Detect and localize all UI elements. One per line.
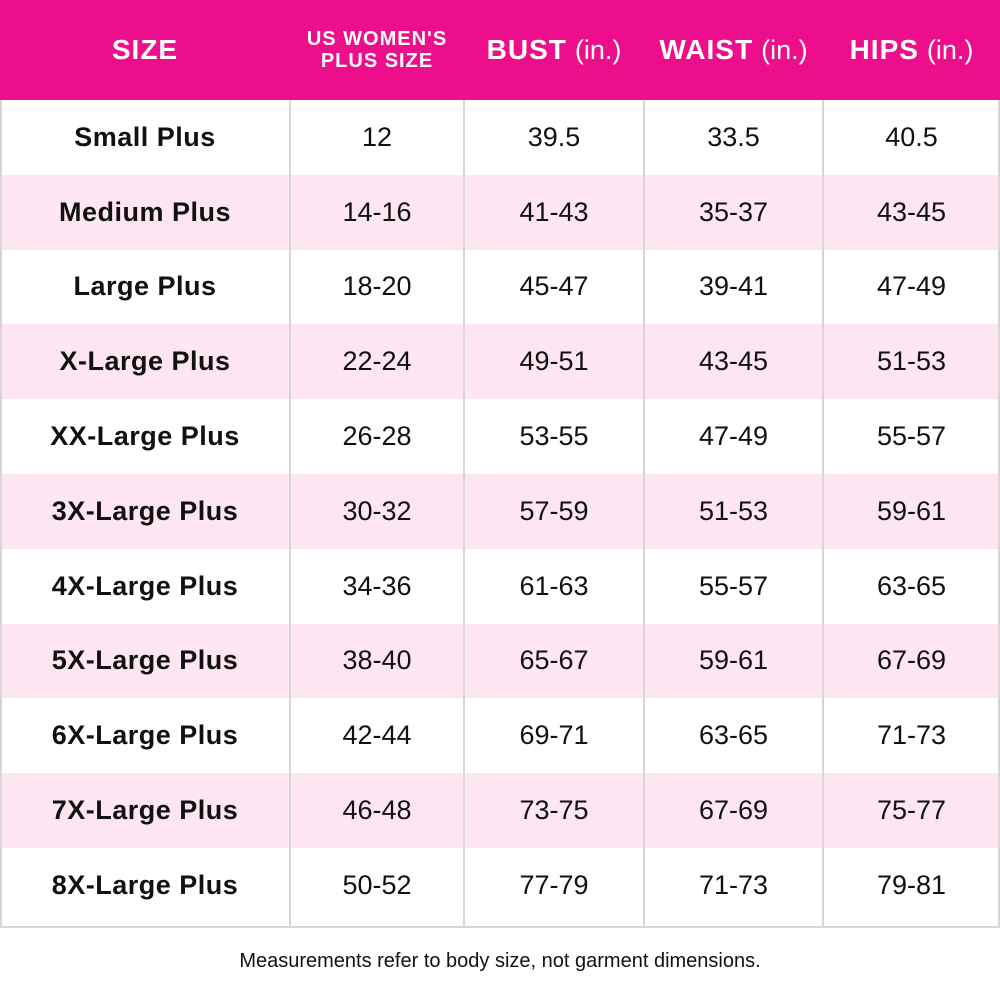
cell-hips: 43-45 xyxy=(876,196,947,227)
cell-hips: 59-61 xyxy=(876,495,947,526)
table-bottom-border xyxy=(0,926,1000,928)
cell-waist: 67-69 xyxy=(698,795,769,826)
cell-waist: 55-57 xyxy=(698,570,769,601)
cell-hips: 47-49 xyxy=(876,271,947,302)
cell-hips: 63-65 xyxy=(876,570,947,601)
cell-us-size: 14-16 xyxy=(342,196,412,227)
cell-us-size: 38-40 xyxy=(342,645,412,676)
cell-us-size: 22-24 xyxy=(342,346,412,377)
cell-size: X-Large Plus xyxy=(59,346,231,377)
table-row: 3X-Large Plus 30-32 57-59 51-53 59-61 xyxy=(0,473,1000,549)
header-hips-unit: (in.) xyxy=(926,34,974,65)
table-row: 4X-Large Plus 34-36 61-63 55-57 63-65 xyxy=(0,548,1000,624)
cell-bust: 77-79 xyxy=(519,869,589,900)
cell-size: 4X-Large Plus xyxy=(51,570,239,601)
cell-us-size: 12 xyxy=(361,121,393,152)
column-divider xyxy=(822,100,824,928)
cell-us-size: 26-28 xyxy=(342,421,412,452)
cell-bust: 53-55 xyxy=(519,421,589,452)
header-bust-unit: (in.) xyxy=(574,34,622,65)
column-divider xyxy=(463,100,465,928)
header-size-label: SIZE xyxy=(111,34,179,65)
header-hips: HIPS (in.) xyxy=(823,0,1000,100)
cell-us-size: 18-20 xyxy=(342,271,412,302)
cell-us-size: 50-52 xyxy=(342,869,412,900)
cell-hips: 67-69 xyxy=(876,645,947,676)
cell-size: Small Plus xyxy=(74,121,216,152)
cell-size: 7X-Large Plus xyxy=(51,795,239,826)
cell-bust: 49-51 xyxy=(519,346,589,377)
cell-bust: 61-63 xyxy=(519,570,589,601)
cell-waist: 59-61 xyxy=(698,645,769,676)
cell-waist: 43-45 xyxy=(698,346,769,377)
column-divider xyxy=(998,100,1000,928)
table-row: 7X-Large Plus 46-48 73-75 67-69 75-77 xyxy=(0,773,1000,848)
cell-size: 5X-Large Plus xyxy=(51,645,239,676)
table-row: 6X-Large Plus 42-44 69-71 63-65 71-73 xyxy=(0,698,1000,774)
cell-size: Large Plus xyxy=(73,271,217,302)
table-row: XX-Large Plus 26-28 53-55 47-49 55-57 xyxy=(0,399,1000,474)
table-row: 5X-Large Plus 38-40 65-67 59-61 67-69 xyxy=(0,623,1000,699)
cell-size: XX-Large Plus xyxy=(50,421,240,452)
cell-hips: 75-77 xyxy=(876,795,947,826)
table-header: SIZE US WOMEN'S PLUS SIZE BUST (in.) WAI… xyxy=(0,0,1000,100)
cell-size: 3X-Large Plus xyxy=(51,495,239,526)
cell-waist: 33.5 xyxy=(707,121,760,152)
cell-us-size: 30-32 xyxy=(342,495,412,526)
cell-bust: 39.5 xyxy=(527,121,581,152)
header-hips-label: HIPS xyxy=(849,34,919,65)
column-divider xyxy=(289,100,291,928)
table-row: 8X-Large Plus 50-52 77-79 71-73 79-81 xyxy=(0,847,1000,923)
cell-waist: 47-49 xyxy=(698,421,769,452)
table-row: Large Plus 18-20 45-47 39-41 47-49 xyxy=(0,249,1000,325)
table-body: Small Plus 12 39.5 33.5 40.5 Medium Plus… xyxy=(0,100,1000,923)
header-bust: BUST (in.) xyxy=(464,0,644,100)
cell-us-size: 34-36 xyxy=(342,570,412,601)
header-bust-label: BUST xyxy=(486,34,567,65)
cell-size: 8X-Large Plus xyxy=(51,869,239,900)
cell-waist: 35-37 xyxy=(698,196,769,227)
table-row: Small Plus 12 39.5 33.5 40.5 xyxy=(0,100,1000,175)
cell-bust: 65-67 xyxy=(519,645,589,676)
cell-bust: 69-71 xyxy=(519,720,589,751)
cell-us-size: 42-44 xyxy=(342,720,412,751)
cell-hips: 51-53 xyxy=(876,346,947,377)
cell-waist: 39-41 xyxy=(698,271,769,302)
cell-size: Medium Plus xyxy=(58,196,232,227)
cell-hips: 55-57 xyxy=(876,421,947,452)
column-divider xyxy=(643,100,645,928)
cell-hips: 71-73 xyxy=(876,720,947,751)
header-waist-unit: (in.) xyxy=(761,34,808,65)
cell-bust: 73-75 xyxy=(519,795,589,826)
cell-hips: 79-81 xyxy=(876,869,947,900)
cell-us-size: 46-48 xyxy=(342,795,412,826)
cell-hips: 40.5 xyxy=(885,121,938,152)
table-row: Medium Plus 14-16 41-43 35-37 43-45 xyxy=(0,174,1000,250)
cell-bust: 45-47 xyxy=(519,271,589,302)
header-us-womens-line2: PLUS SIZE xyxy=(320,50,434,72)
header-size: SIZE xyxy=(0,0,290,100)
cell-bust: 41-43 xyxy=(519,196,589,227)
cell-waist: 63-65 xyxy=(698,720,769,751)
header-us-womens-line1: US WOMEN'S xyxy=(306,28,448,50)
size-chart-table: SIZE US WOMEN'S PLUS SIZE BUST (in.) WAI… xyxy=(0,0,1000,928)
header-us-womens-plus-size: US WOMEN'S PLUS SIZE xyxy=(290,0,464,100)
cell-waist: 71-73 xyxy=(698,869,769,900)
header-waist: WAIST (in.) xyxy=(644,0,823,100)
cell-size: 6X-Large Plus xyxy=(51,720,239,751)
header-waist-label: WAIST xyxy=(659,34,754,65)
column-divider xyxy=(0,100,2,928)
measurement-footnote: Measurements refer to body size, not gar… xyxy=(239,950,761,972)
cell-waist: 51-53 xyxy=(698,495,769,526)
cell-bust: 57-59 xyxy=(519,495,589,526)
table-row: X-Large Plus 22-24 49-51 43-45 51-53 xyxy=(0,324,1000,400)
